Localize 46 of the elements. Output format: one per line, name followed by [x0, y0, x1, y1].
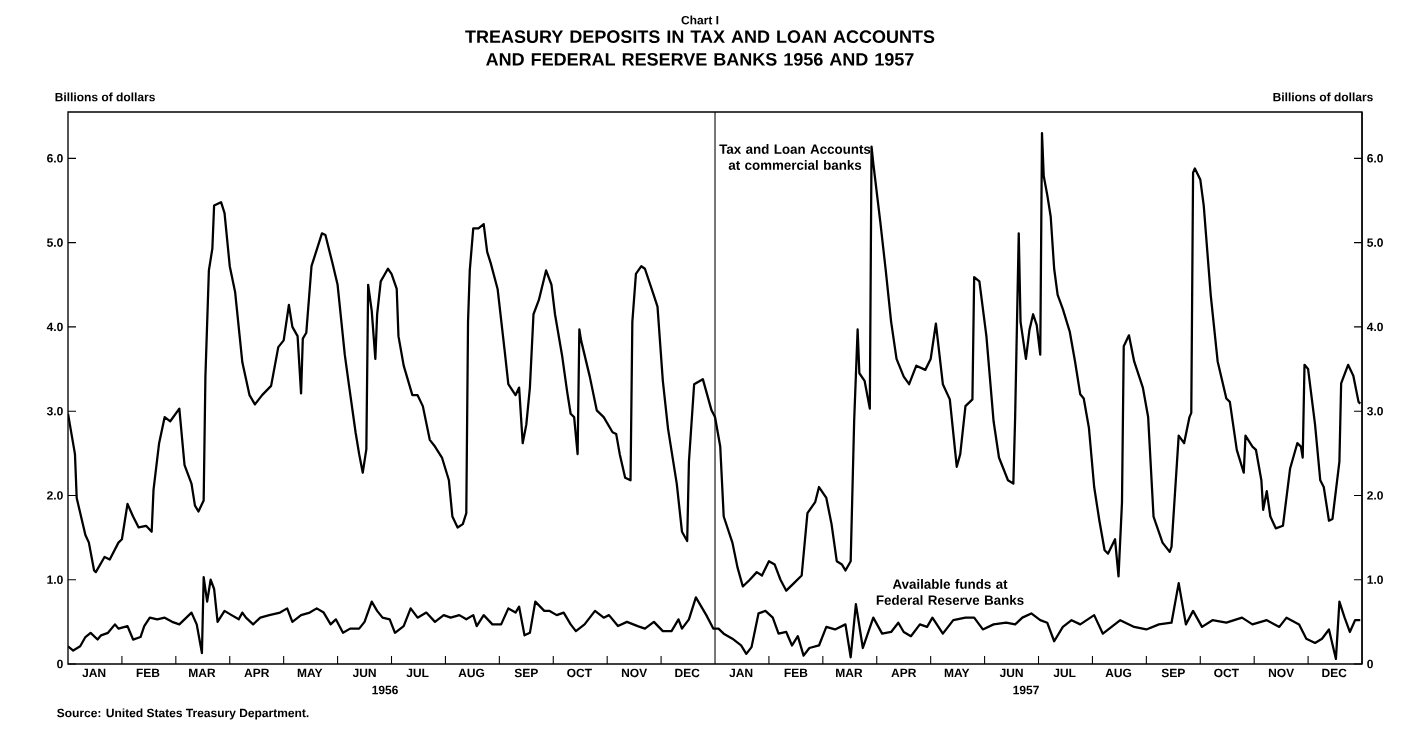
x-tick-label: NOV [1268, 668, 1295, 678]
y2-tick-label: 6.0 [1367, 154, 1383, 163]
y-tick-label: 1.0 [47, 575, 63, 584]
y2-tick-label: 0 [1367, 659, 1373, 669]
x-tick-label: SEP [1161, 668, 1185, 678]
x-tick-label: DEC [1322, 668, 1347, 678]
source-note: Source: United States Treasury Department. [57, 708, 309, 720]
y2-tick-label: 2.0 [1367, 491, 1383, 500]
x-tick-label: MAY [297, 668, 323, 677]
series-label: Available funds at Federal Reserve Banks [876, 579, 1024, 605]
text: 1956 [372, 685, 398, 695]
y2-tick-label: 5.0 [1367, 238, 1383, 247]
chart-subtitle: Chart I [681, 15, 719, 25]
x-tick-label: JUL [1053, 668, 1076, 678]
x-tick-label: MAR [836, 668, 863, 677]
y2-tick-label: 1.0 [1367, 575, 1383, 584]
x-tick-label: JUN [999, 668, 1023, 678]
x-tick-label: AUG [458, 668, 485, 678]
y-tick-label: 0 [57, 659, 63, 669]
x-tick-label: MAR [189, 668, 216, 677]
x-tick-label: MAY [944, 668, 970, 677]
x-tick-label: FEB [136, 668, 160, 677]
y-tick-label: 5.0 [46, 238, 63, 247]
text: 1957 [1013, 685, 1039, 695]
y-tick-label: 6.0 [47, 154, 63, 163]
x-tick-label: JAN [729, 668, 753, 678]
y-tick-label: 3.0 [46, 406, 63, 416]
x-tick-label: AUG [1105, 668, 1132, 678]
x-tick-label: APR [244, 668, 270, 677]
x-tick-label: JUL [406, 668, 429, 678]
x-tick-label: JAN [82, 668, 106, 678]
y2-tick-label: 3.0 [1367, 406, 1383, 416]
x-tick-label: OCT [1214, 668, 1239, 678]
x-tick-label: SEP [514, 668, 538, 678]
chart-title: TREASURY DEPOSITS IN TAX AND LOAN ACCOUNTS AND FEDERAL RESERVE BANKS 1956 AND 1957 [465, 30, 935, 66]
x-tick-label: APR [891, 668, 917, 677]
y-tick-label: 2.0 [47, 491, 63, 500]
x-tick-label: DEC [675, 668, 700, 678]
y2-tick-label: 4.0 [1366, 322, 1383, 332]
x-tick-label: OCT [567, 668, 592, 678]
x-tick-label: JUN [352, 668, 376, 678]
y-tick-label: 4.0 [46, 322, 63, 332]
x-tick-label: NOV [621, 668, 648, 678]
x-tick-label: FEB [784, 668, 808, 677]
y2-axis-title: Billions of dollars [1273, 92, 1373, 102]
y-axis-title: Billions of dollars [55, 92, 155, 102]
